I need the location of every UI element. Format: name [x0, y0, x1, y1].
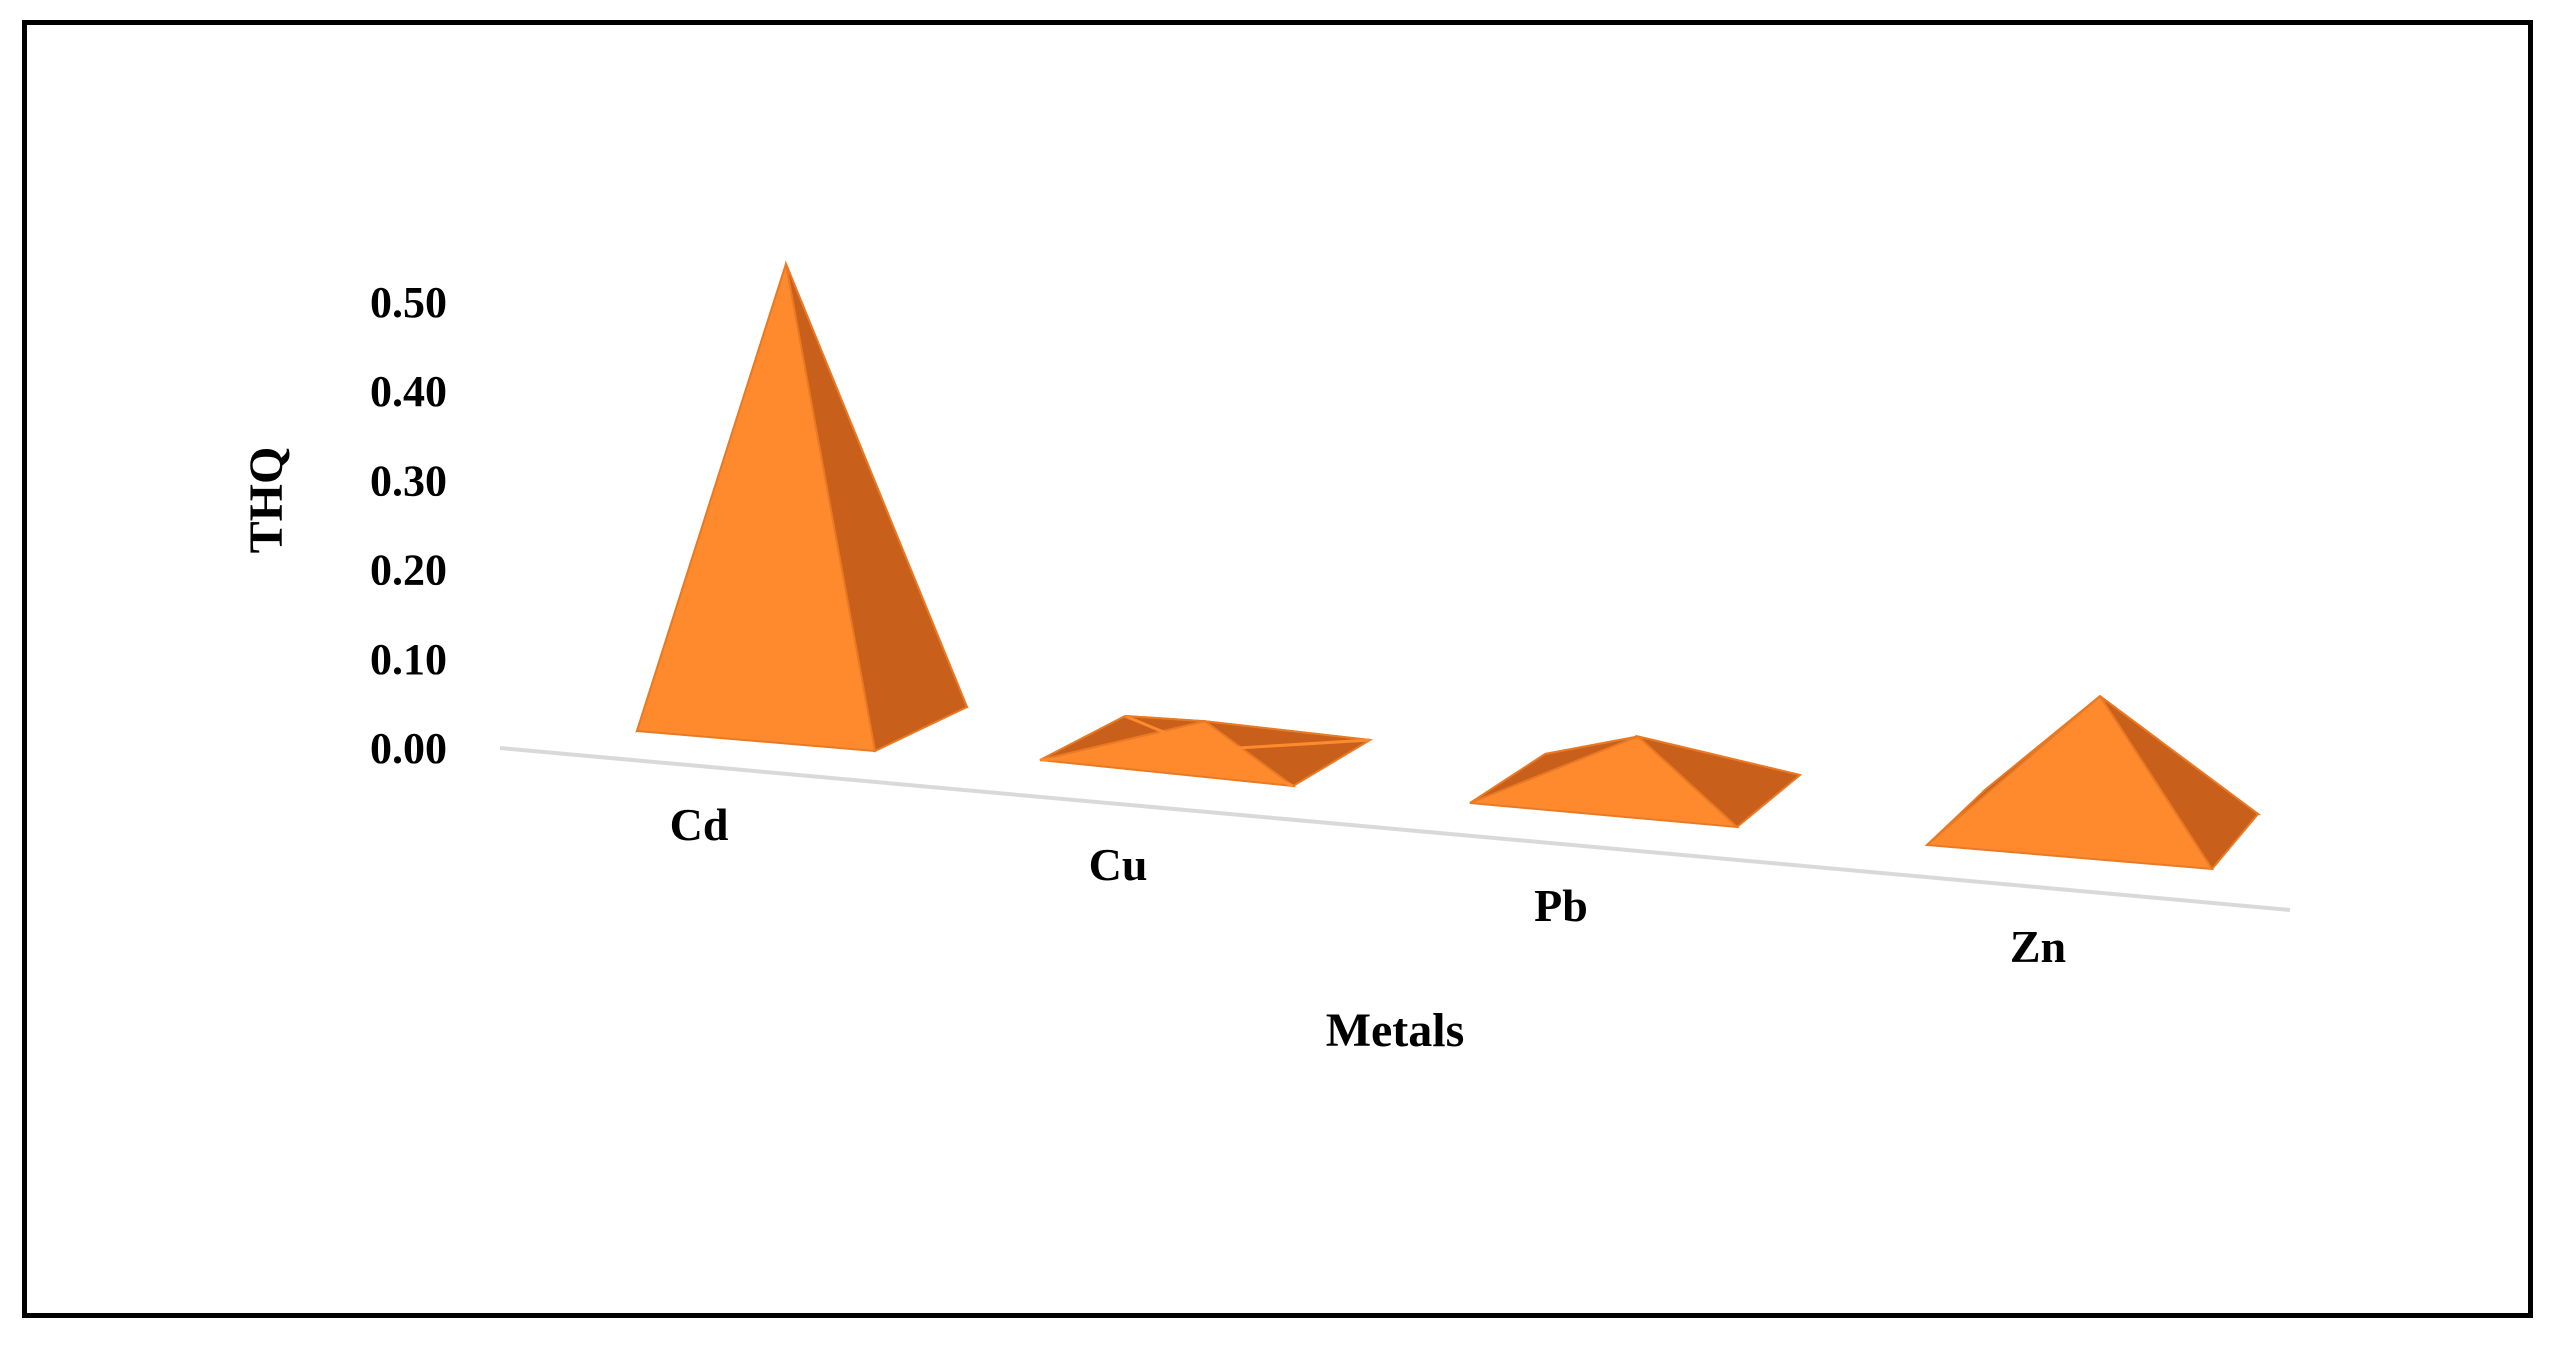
x-category-label: Cd	[670, 799, 729, 850]
pyramid-face-front	[1469, 735, 1740, 829]
y-axis-ticks: 0.00 0.10 0.20 0.30 0.40 0.50	[370, 278, 447, 773]
x-axis-title: Metals	[1326, 1004, 1465, 1057]
x-axis-categories: Cd Cu Pb Zn	[670, 799, 2067, 972]
pyramid-pb	[1469, 734, 1803, 829]
chart-frame	[22, 20, 2533, 1318]
x-category-label: Cu	[1089, 839, 1148, 890]
y-axis-title: THQ	[240, 447, 293, 554]
pyramid-bars	[635, 260, 2262, 871]
pyramid-cd	[635, 260, 969, 753]
y-tick-label: 0.40	[370, 367, 447, 416]
pyramid-zn	[1924, 694, 2262, 871]
x-category-label: Pb	[1534, 880, 1588, 931]
pyramid-diagonal	[1124, 714, 1294, 788]
y-tick-label: 0.00	[370, 724, 447, 773]
y-tick-label: 0.50	[370, 278, 447, 327]
x-category-label: Zn	[2010, 921, 2066, 972]
y-tick-label: 0.20	[370, 546, 447, 595]
x-axis-baseline	[499, 746, 2291, 912]
y-tick-label: 0.10	[370, 635, 447, 684]
y-tick-label: 0.30	[370, 456, 447, 505]
pyramid-face-front	[1924, 694, 2214, 871]
pyramid-cu	[1039, 714, 1374, 788]
pyramid-face-front	[635, 263, 877, 753]
